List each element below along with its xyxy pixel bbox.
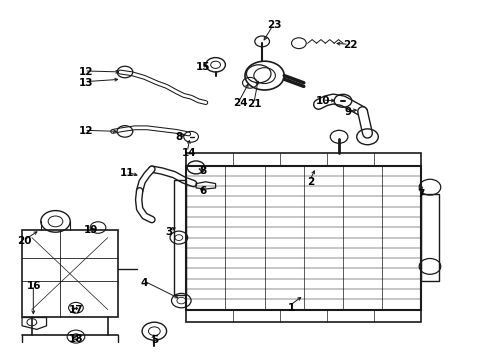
Text: 18: 18 xyxy=(69,334,83,344)
Bar xyxy=(174,180,186,295)
Text: 19: 19 xyxy=(83,225,98,235)
Text: 20: 20 xyxy=(17,236,32,246)
Text: 6: 6 xyxy=(200,186,207,196)
Text: 13: 13 xyxy=(78,78,93,88)
Text: 11: 11 xyxy=(120,168,135,178)
Text: 9: 9 xyxy=(344,107,351,117)
Text: 5: 5 xyxy=(151,335,158,345)
Text: 16: 16 xyxy=(27,281,42,291)
Text: 4: 4 xyxy=(141,278,148,288)
Text: 24: 24 xyxy=(233,98,247,108)
Bar xyxy=(186,153,421,166)
Text: 23: 23 xyxy=(267,20,282,30)
Text: 2: 2 xyxy=(308,177,315,187)
Text: 14: 14 xyxy=(181,148,196,158)
Text: 8: 8 xyxy=(175,132,182,142)
Text: 8: 8 xyxy=(200,166,207,176)
Text: 17: 17 xyxy=(69,305,83,315)
Bar xyxy=(421,194,439,281)
Bar xyxy=(22,230,118,317)
Text: 22: 22 xyxy=(343,40,358,50)
Text: 12: 12 xyxy=(78,126,93,136)
Text: 21: 21 xyxy=(247,99,262,109)
Text: 3: 3 xyxy=(166,227,172,237)
Text: 12: 12 xyxy=(78,67,93,77)
Text: 15: 15 xyxy=(196,62,211,72)
Text: 7: 7 xyxy=(417,189,425,199)
Text: 10: 10 xyxy=(316,96,331,106)
Text: 1: 1 xyxy=(288,303,295,313)
Bar xyxy=(186,310,421,322)
Bar xyxy=(186,166,421,310)
